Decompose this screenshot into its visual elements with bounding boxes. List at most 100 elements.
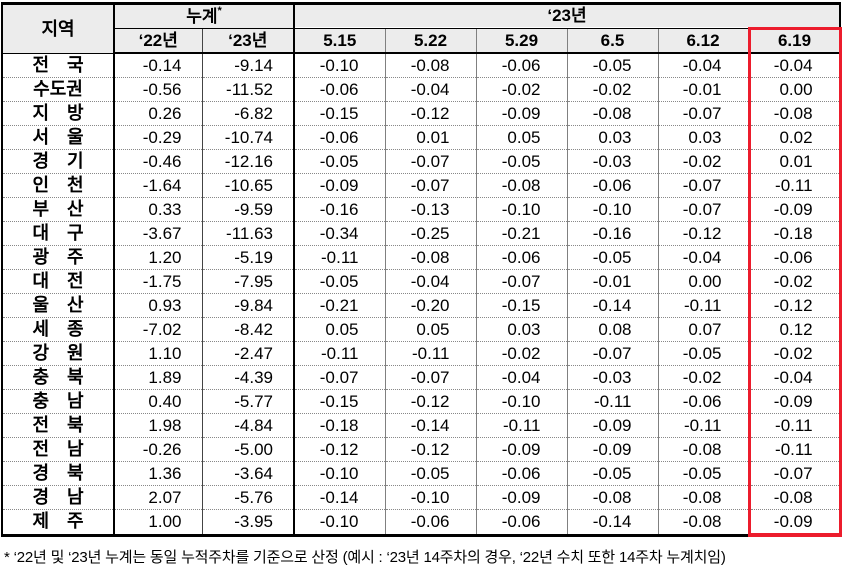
value-cell-cum-23: -5.00 <box>201 437 294 462</box>
value-cell-week-6-5: -0.05 <box>566 245 658 270</box>
table-row: 광 주 1.20 -5.19 -0.11 -0.08 -0.06 -0.05 -… <box>2 245 842 270</box>
region-cell: 경 기 <box>2 149 115 174</box>
value-cell-cum-23: -4.39 <box>201 365 294 390</box>
value-cell-week-6-5: 0.03 <box>566 125 658 150</box>
value-cell-cum-23: -10.65 <box>201 173 294 198</box>
value-cell-week-6-12: -0.08 <box>657 437 749 462</box>
value-cell-week-5-15: -0.10 <box>293 509 385 535</box>
value-cell-week-5-29: 0.05 <box>475 125 567 150</box>
value-cell-cum-22: -0.56 <box>114 77 202 102</box>
region-cell: 서 울 <box>2 125 115 150</box>
value-cell-cum-22: -0.46 <box>114 149 202 174</box>
value-cell-week-6-19-highlighted: -0.06 <box>747 245 842 270</box>
value-cell-week-5-22: -0.07 <box>384 149 476 174</box>
value-cell-week-6-12: -0.11 <box>657 293 749 318</box>
value-cell-week-6-19-highlighted: -0.11 <box>747 173 842 198</box>
value-cell-week-5-29: -0.02 <box>475 341 567 366</box>
table-row: 충 남 0.40 -5.77 -0.15 -0.12 -0.10 -0.11 -… <box>2 389 842 414</box>
region-cell: 충 북 <box>2 365 115 390</box>
value-cell-week-5-15: -0.15 <box>293 101 385 126</box>
value-cell-cum-22: 2.07 <box>114 485 202 510</box>
value-cell-week-5-22: -0.07 <box>384 173 476 198</box>
value-cell-week-6-12: -0.04 <box>657 53 749 78</box>
value-cell-week-5-29: -0.06 <box>475 509 567 535</box>
value-cell-week-5-29: -0.10 <box>475 389 567 414</box>
value-cell-cum-23: -11.63 <box>201 221 294 246</box>
header-year-2023-group: ‘23년 <box>292 3 841 29</box>
value-cell-week-5-22: -0.12 <box>384 389 476 414</box>
table-row: 지 방 0.26 -6.82 -0.15 -0.12 -0.09 -0.08 -… <box>2 101 842 126</box>
value-cell-week-5-15: 0.05 <box>293 317 385 342</box>
region-cell: 광 주 <box>2 245 115 270</box>
regional-weekly-price-table: 지역 누계* ‘23년 ‘22년 ‘23년 5.15 5.22 5.29 6.5… <box>1 2 842 537</box>
table-row: 충 북 1.89 -4.39 -0.07 -0.07 -0.04 -0.03 -… <box>2 365 842 390</box>
value-cell-week-5-29: -0.07 <box>475 269 567 294</box>
value-cell-cum-22: -0.26 <box>114 437 202 462</box>
table-row: 세 종 -7.02 -8.42 0.05 0.05 0.03 0.08 0.07… <box>2 317 842 342</box>
value-cell-week-6-12: -0.08 <box>657 509 749 535</box>
table-row: 전 남 -0.26 -5.00 -0.12 -0.12 -0.09 -0.09 … <box>2 437 842 462</box>
value-cell-week-5-29: -0.05 <box>475 149 567 174</box>
table-row: 전 북 1.98 -4.84 -0.18 -0.14 -0.11 -0.09 -… <box>2 413 842 438</box>
value-cell-cum-22: 0.26 <box>114 101 202 126</box>
value-cell-week-5-29: -0.09 <box>475 101 567 126</box>
value-cell-week-5-15: -0.05 <box>293 149 385 174</box>
value-cell-week-6-19-highlighted: -0.02 <box>747 269 842 294</box>
value-cell-week-5-15: -0.11 <box>293 245 385 270</box>
table-row: 부 산 0.33 -9.59 -0.16 -0.13 -0.10 -0.10 -… <box>2 197 842 222</box>
value-cell-week-5-29: -0.06 <box>475 461 567 486</box>
value-cell-week-6-19-highlighted: -0.08 <box>747 101 842 126</box>
value-cell-week-6-12: 0.00 <box>657 269 749 294</box>
value-cell-week-6-19-highlighted: 0.00 <box>747 77 842 102</box>
table-row: 울 산 0.93 -9.84 -0.21 -0.20 -0.15 -0.14 -… <box>2 293 842 318</box>
value-cell-week-5-22: -0.11 <box>384 341 476 366</box>
table-row: 제 주 1.00 -3.95 -0.10 -0.06 -0.06 -0.14 -… <box>2 509 842 537</box>
value-cell-week-5-15: -0.16 <box>293 197 385 222</box>
value-cell-week-5-22: 0.05 <box>384 317 476 342</box>
value-cell-week-6-12: -0.07 <box>657 101 749 126</box>
region-cell: 제 주 <box>2 509 115 535</box>
value-cell-week-5-15: -0.10 <box>293 461 385 486</box>
table-row: 수도권 -0.56 -11.52 -0.06 -0.04 -0.02 -0.02… <box>2 77 842 102</box>
value-cell-week-5-22: -0.07 <box>384 365 476 390</box>
value-cell-week-5-29: -0.02 <box>475 77 567 102</box>
value-cell-week-5-15: -0.12 <box>293 437 385 462</box>
value-cell-cum-23: -3.95 <box>201 509 294 535</box>
value-cell-week-6-5: -0.14 <box>566 509 658 535</box>
value-cell-week-5-22: -0.20 <box>384 293 476 318</box>
table-row: 인 천 -1.64 -10.65 -0.09 -0.07 -0.08 -0.06… <box>2 173 842 198</box>
value-cell-cum-23: -12.16 <box>201 149 294 174</box>
value-cell-week-5-22: -0.25 <box>384 221 476 246</box>
value-cell-week-5-22: -0.06 <box>384 509 476 535</box>
value-cell-week-5-29: -0.10 <box>475 197 567 222</box>
region-cell: 전 남 <box>2 437 115 462</box>
value-cell-cum-23: -5.77 <box>201 389 294 414</box>
value-cell-week-5-15: -0.07 <box>293 365 385 390</box>
value-cell-week-6-5: -0.05 <box>566 53 658 78</box>
region-cell: 수도권 <box>2 77 115 102</box>
value-cell-cum-22: 1.10 <box>114 341 202 366</box>
value-cell-week-6-12: -0.04 <box>657 245 749 270</box>
region-cell: 대 구 <box>2 221 115 246</box>
value-cell-week-5-22: -0.05 <box>384 461 476 486</box>
value-cell-week-5-15: -0.06 <box>293 125 385 150</box>
header-week-6-5: 6.5 <box>566 28 658 54</box>
value-cell-week-6-12: -0.12 <box>657 221 749 246</box>
value-cell-week-6-19-highlighted: -0.04 <box>747 365 842 390</box>
value-cell-week-5-22: -0.04 <box>384 269 476 294</box>
header-week-5-15: 5.15 <box>293 28 385 54</box>
value-cell-week-6-5: -0.16 <box>566 221 658 246</box>
value-cell-cum-22: -1.75 <box>114 269 202 294</box>
value-cell-cum-23: -7.95 <box>201 269 294 294</box>
value-cell-cum-22: -1.64 <box>114 173 202 198</box>
value-cell-week-6-5: -0.01 <box>566 269 658 294</box>
value-cell-cum-22: 0.93 <box>114 293 202 318</box>
value-cell-week-6-12: 0.07 <box>657 317 749 342</box>
region-cell: 부 산 <box>2 197 115 222</box>
value-cell-week-6-19-highlighted: -0.04 <box>747 53 842 78</box>
header-region: 지역 <box>2 3 115 54</box>
value-cell-cum-23: -9.14 <box>201 53 294 78</box>
value-cell-cum-22: 0.33 <box>114 197 202 222</box>
value-cell-cum-22: -3.67 <box>114 221 202 246</box>
